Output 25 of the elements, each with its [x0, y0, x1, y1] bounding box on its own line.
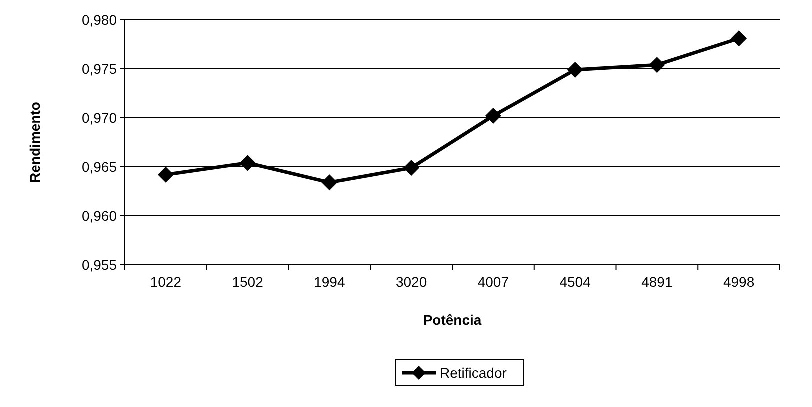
x-tick-label: 1994	[314, 274, 346, 290]
point	[404, 160, 420, 176]
y-axis-title: Rendimento	[27, 102, 43, 183]
point	[240, 155, 256, 172]
x-tick-label: 1022	[150, 274, 182, 290]
point	[158, 166, 174, 183]
x-tick-label: 4998	[723, 274, 755, 290]
point	[731, 30, 748, 47]
point	[322, 174, 338, 191]
x-axis-title: Potência	[423, 312, 482, 328]
y-tick-label: 0,960	[82, 208, 118, 224]
y-tick-label: 0,965	[82, 158, 118, 175]
x-tick-label: 4007	[478, 274, 510, 290]
y-tick-label: 0,980	[82, 12, 118, 28]
legend-label: Retificador	[440, 364, 508, 381]
x-tick-label: 4504	[560, 274, 592, 290]
y-tick-label: 0,970	[82, 110, 118, 126]
point	[567, 62, 584, 78]
point	[649, 57, 666, 74]
y-tick-label: 0,975	[82, 60, 118, 77]
point	[485, 108, 502, 124]
x-tick-label: 4891	[642, 274, 673, 290]
y-tick-label: 0,955	[82, 256, 118, 273]
x-tick-label: 3020	[396, 274, 428, 290]
x-tick-label: 1502	[232, 274, 264, 290]
